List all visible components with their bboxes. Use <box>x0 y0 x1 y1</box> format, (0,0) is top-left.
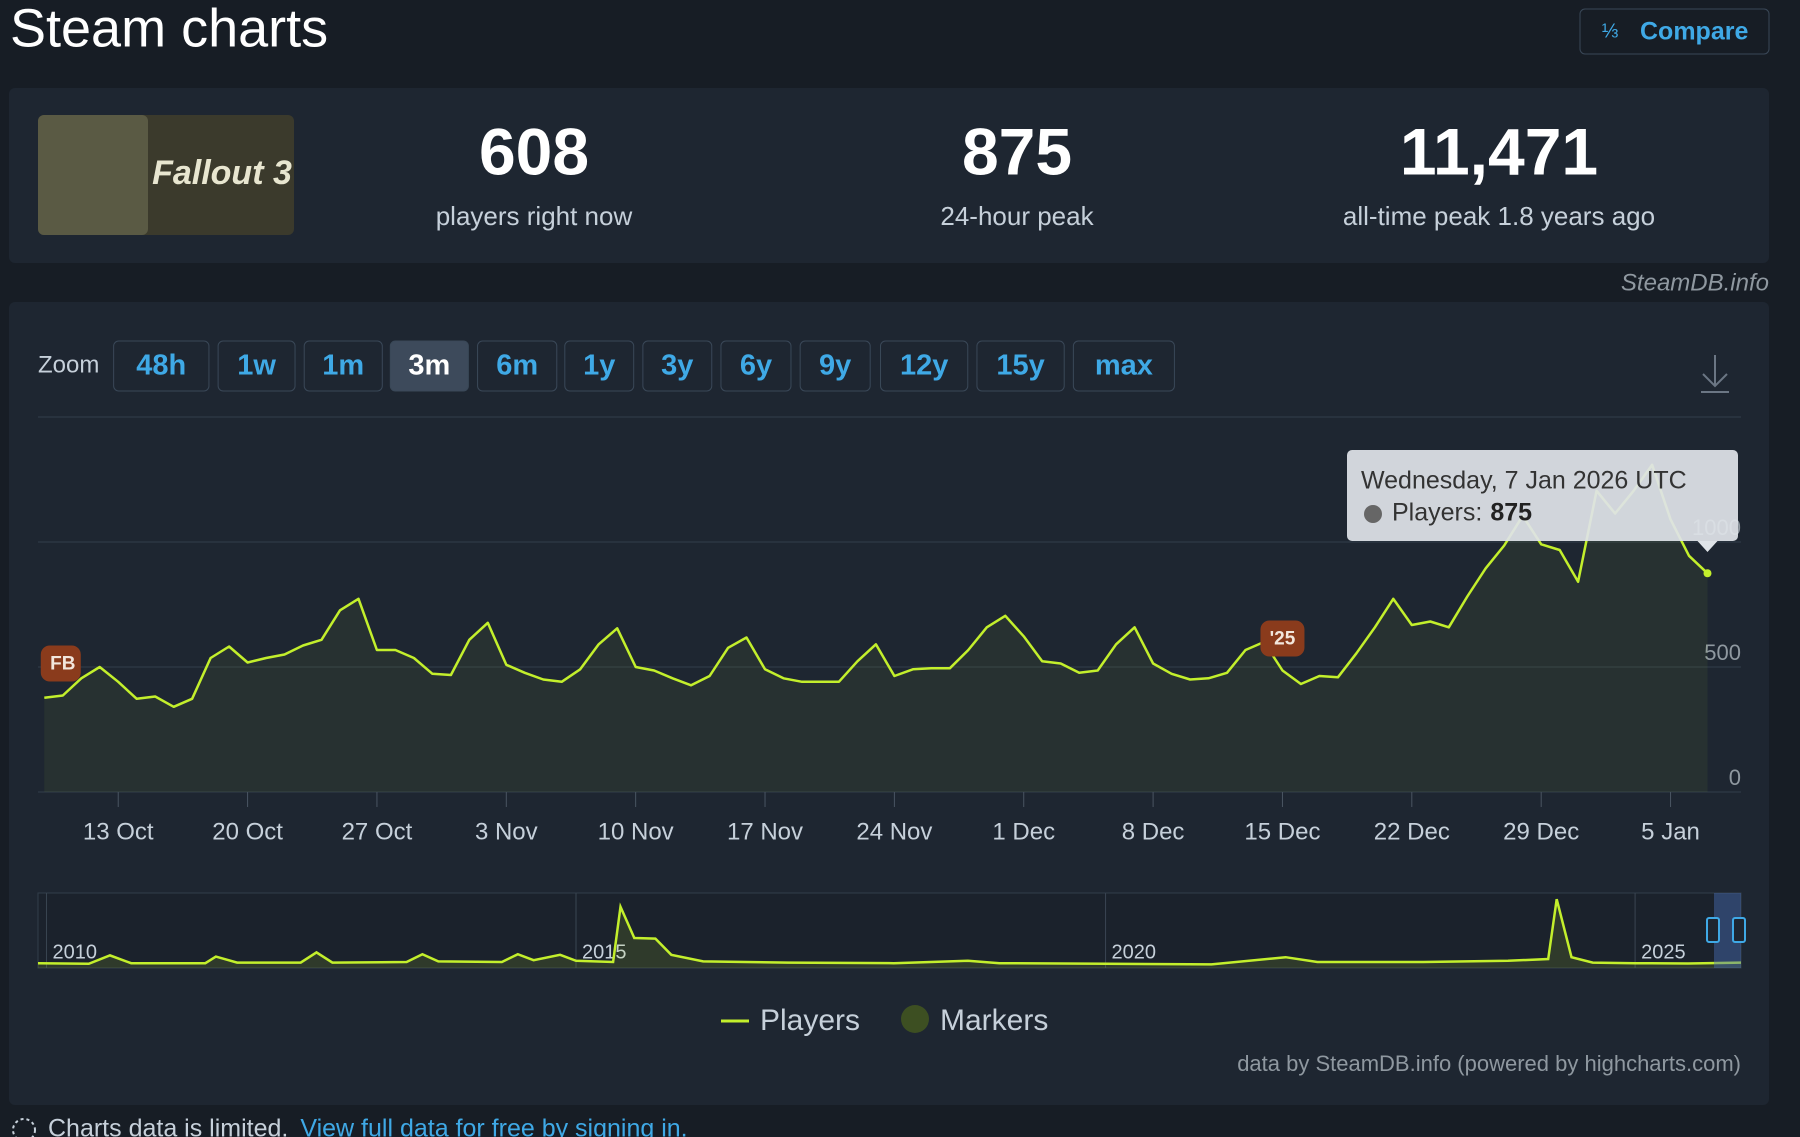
tooltip-value: 875 <box>1490 499 1532 527</box>
x-tick-label: 29 Dec <box>1503 818 1579 845</box>
stat-label: 24-hour peak <box>940 201 1094 231</box>
zoom-button-label[interactable]: 3y <box>661 350 693 382</box>
zoom-label: Zoom <box>38 351 99 378</box>
y-tick-label: 500 <box>1704 640 1741 665</box>
zoom-button[interactable] <box>389 340 469 392</box>
compare-button[interactable] <box>1579 8 1770 55</box>
zoom-button-label[interactable]: 1y <box>583 350 615 382</box>
x-tick-label: 22 Dec <box>1374 818 1450 845</box>
stat-label: players right now <box>436 201 633 231</box>
marker-label: FB <box>50 654 75 675</box>
zoom-button-label[interactable]: 3m <box>408 350 450 382</box>
x-tick-label: 15 Dec <box>1244 818 1320 845</box>
legend-label[interactable]: Players <box>760 1004 860 1037</box>
navigator-area <box>38 899 1741 968</box>
footer-link[interactable]: View full data for free by signing in. <box>300 1115 687 1137</box>
zoom-button[interactable] <box>477 340 558 392</box>
navigator-line <box>37 898 1742 966</box>
zoom-button-label[interactable]: 9y <box>819 350 851 382</box>
zoom-button-label[interactable]: 15y <box>996 350 1044 382</box>
y-tick-label: 0 <box>1729 765 1741 790</box>
zoom-button[interactable] <box>217 340 296 392</box>
x-tick-label: 17 Nov <box>727 818 803 845</box>
zoom-button[interactable] <box>880 340 969 392</box>
game-image-text: Fallout 3 <box>152 154 292 192</box>
stat-value: 11,471 <box>1400 114 1598 188</box>
footer-note: Charts data is limited. <box>48 1115 288 1137</box>
credits: data by SteamDB.info (powered by highcha… <box>1237 1051 1741 1076</box>
series-line <box>44 463 1709 709</box>
stats-panel <box>9 88 1769 263</box>
zoom-button[interactable] <box>976 340 1065 392</box>
stat-value: 875 <box>962 114 1072 188</box>
marker-badge[interactable] <box>40 645 81 682</box>
marker-label: '25 <box>1270 629 1296 650</box>
tooltip-dot <box>1364 505 1382 523</box>
navigator-handle[interactable] <box>1732 917 1746 943</box>
x-tick-label: 3 Nov <box>475 818 538 845</box>
tooltip-label: Players: <box>1392 499 1482 527</box>
zoom-button-label[interactable]: 1w <box>237 350 276 382</box>
x-tick-label: 8 Dec <box>1122 818 1185 845</box>
x-tick-label: 13 Oct <box>83 818 154 845</box>
navigator-bg <box>37 892 1742 969</box>
page-title: Steam charts <box>10 0 328 58</box>
legend-label[interactable]: Markers <box>940 1004 1048 1037</box>
game-image-art <box>38 115 148 235</box>
zoom-button[interactable] <box>642 340 713 392</box>
navigator-tick-label: 2020 <box>1112 941 1157 963</box>
stat-value: 608 <box>479 114 589 188</box>
zoom-button[interactable] <box>113 340 210 392</box>
zoom-button-label[interactable]: 1m <box>322 350 364 382</box>
navigator-tick-label: 2010 <box>52 941 97 963</box>
x-tick-label: 27 Oct <box>342 818 413 845</box>
x-tick-label: 5 Jan <box>1641 818 1700 845</box>
legend-dot <box>901 1005 929 1033</box>
marker-badge[interactable] <box>1260 620 1305 657</box>
download-icon[interactable] <box>1701 355 1729 393</box>
x-tick-label: 10 Nov <box>598 818 674 845</box>
tooltip-title: Wednesday, 7 Jan 2026 UTC <box>1361 467 1687 495</box>
footer-icon <box>12 1118 36 1137</box>
navigator-tick-label: 2025 <box>1641 941 1686 963</box>
tooltip-pointer <box>1697 541 1718 552</box>
source-label: SteamDB.info <box>1621 269 1769 296</box>
zoom-button-label[interactable]: 6y <box>740 350 772 382</box>
compare-label[interactable]: Compare <box>1640 18 1748 46</box>
x-tick-label: 1 Dec <box>992 818 1055 845</box>
zoom-button-label[interactable]: 12y <box>900 350 948 382</box>
zoom-button[interactable] <box>720 340 792 392</box>
zoom-button-label[interactable]: 48h <box>136 350 186 382</box>
zoom-button[interactable] <box>303 340 383 392</box>
hover-point <box>1703 569 1712 578</box>
x-tick-label: 24 Nov <box>856 818 932 845</box>
zoom-button-label[interactable]: max <box>1095 350 1153 382</box>
tooltip-box <box>1347 450 1738 541</box>
navigator-handle[interactable] <box>1706 917 1720 943</box>
series-area <box>44 464 1708 792</box>
zoom-button[interactable] <box>564 340 635 392</box>
zoom-button[interactable] <box>1072 340 1175 392</box>
x-tick-label: 20 Oct <box>212 818 283 845</box>
compare-icon: ⅓ <box>1602 20 1619 42</box>
zoom-button-label[interactable]: 6m <box>496 350 538 382</box>
zoom-button[interactable] <box>799 340 871 392</box>
stat-label: all-time peak 1.8 years ago <box>1343 201 1655 231</box>
